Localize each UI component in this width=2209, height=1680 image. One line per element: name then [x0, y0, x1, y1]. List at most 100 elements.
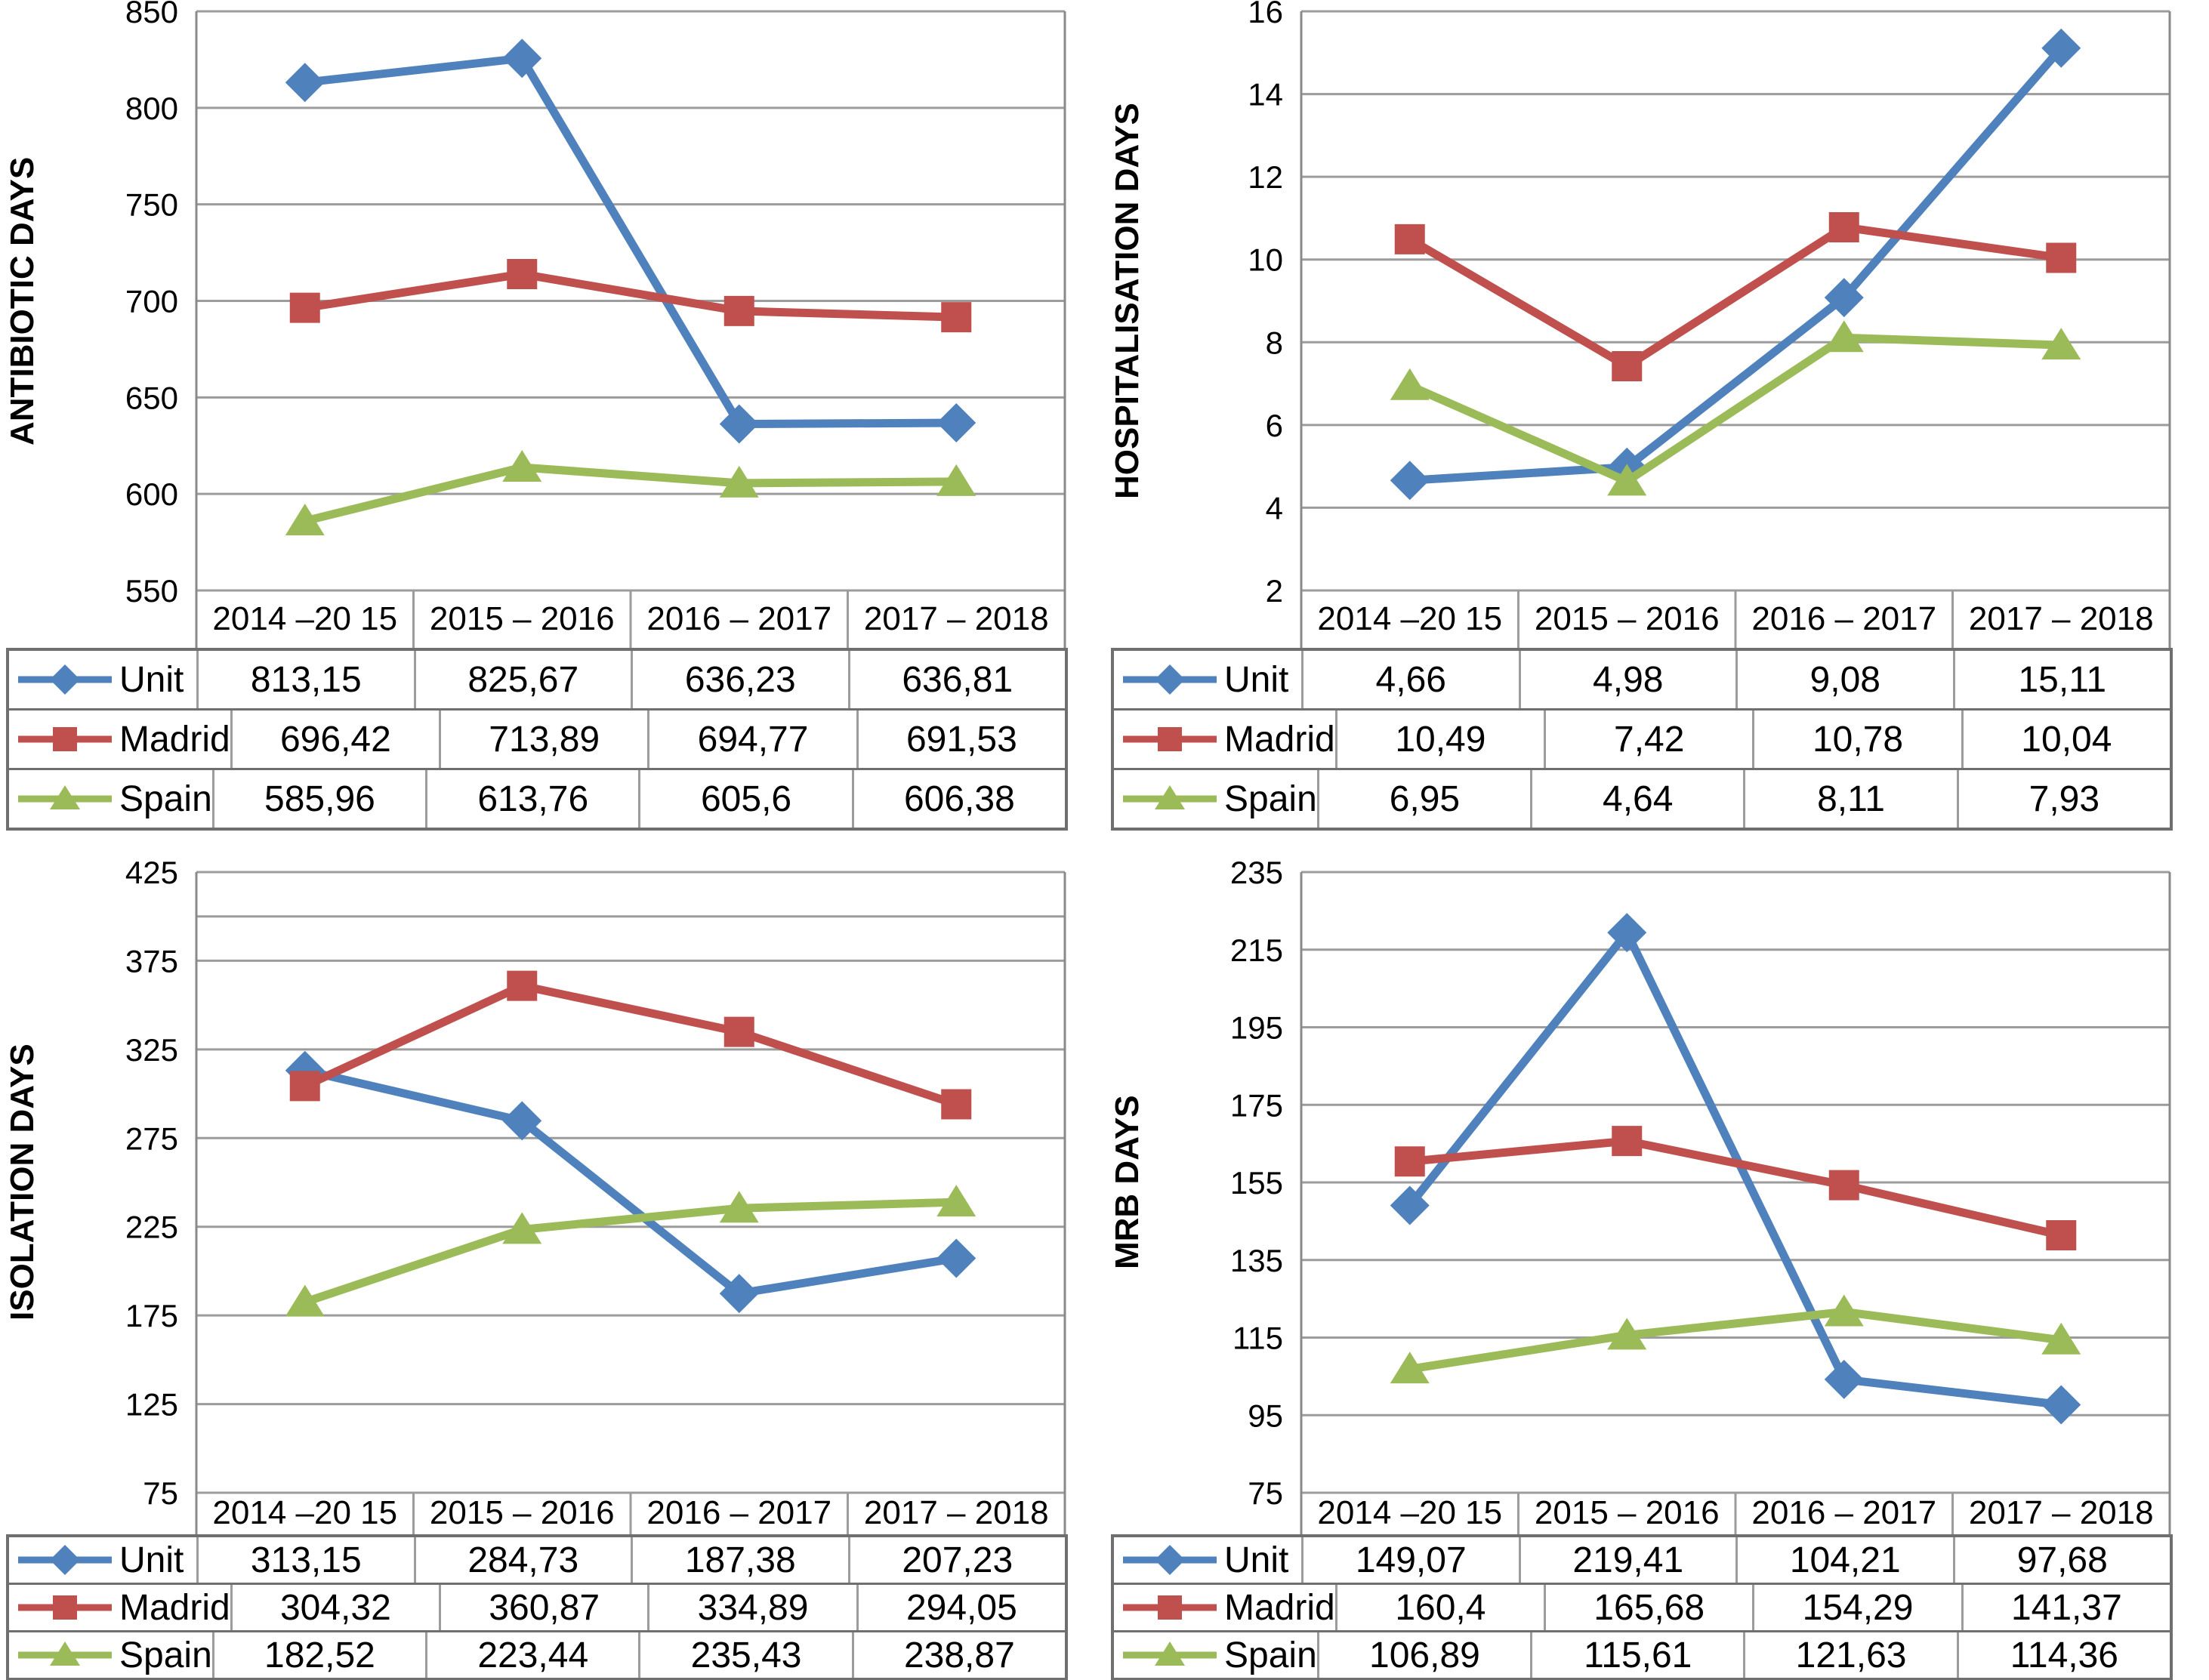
table-value-cell: 104,21: [1735, 1537, 1953, 1583]
table-value-cell: 149,07: [1301, 1537, 1519, 1583]
x-category-label: 2014 –20 15: [212, 600, 397, 637]
x-category-label: 2016 – 2017: [646, 600, 831, 637]
legend-marker-shape: [50, 1641, 80, 1666]
y-tick-label: 750: [125, 187, 178, 223]
legend-cell: Spain: [9, 770, 212, 828]
table-value-cell: 605,6: [638, 770, 851, 828]
marker-diamond-unit: [285, 63, 325, 103]
series-name-label: Spain: [119, 1635, 212, 1675]
table-value-cell: 15,11: [1952, 651, 2170, 708]
table-value-cell: 4,98: [1518, 651, 1736, 708]
table-value-cell: 238,87: [851, 1632, 1065, 1678]
legend-marker-shape: [1155, 664, 1185, 695]
x-category-label: 2014 –20 15: [212, 1494, 397, 1531]
y-tick-label: 375: [125, 943, 178, 979]
y-tick-label: 650: [125, 380, 178, 415]
data-table: Unit 4,66 4,98 9,08 15,11 Madrid 10,49 7,42 10,7…: [1111, 648, 2173, 831]
table-value-cell: 223,44: [425, 1632, 638, 1678]
y-tick-label: 14: [1248, 77, 1283, 113]
legend-marker-diamond: [1123, 1545, 1217, 1575]
x-category-label: 2015 – 2016: [1535, 600, 1720, 637]
marker-square-madrid: [1828, 1170, 1859, 1201]
marker-diamond-unit: [936, 403, 976, 443]
table-row-madrid: Madrid 160,4 165,68 154,29 141,37: [1114, 1583, 2170, 1630]
table-row-spain: Spain 585,96 613,76 605,6 606,38: [9, 768, 1065, 828]
marker-diamond-unit: [285, 1050, 325, 1090]
table-value-cell: 696,42: [230, 711, 439, 768]
y-tick-label: 125: [125, 1387, 178, 1423]
table-value-cell: 165,68: [1544, 1585, 1752, 1630]
table-value-cell: 182,52: [211, 1632, 425, 1678]
marker-square-madrid: [507, 258, 538, 289]
table-value-cell: 825,67: [413, 651, 631, 708]
marker-triangle-spain: [1607, 1318, 1647, 1350]
marker-diamond-unit: [1824, 278, 1864, 318]
marker-triangle-spain: [502, 1212, 542, 1244]
marker-square-madrid: [1394, 223, 1425, 254]
x-category-label: 2017 – 2018: [1969, 1494, 2154, 1531]
legend-cell: Unit: [9, 1537, 196, 1583]
legend-cell: Madrid: [9, 1585, 230, 1630]
marker-diamond-unit: [502, 39, 542, 79]
series-line-madrid: [303, 981, 958, 1108]
series-line-spain: [304, 1198, 957, 1306]
y-tick-label: 8: [1266, 325, 1283, 360]
marker-square-madrid: [941, 1089, 972, 1120]
marker-diamond-unit: [2041, 1385, 2081, 1425]
legend-marker-square: [1123, 1595, 1217, 1620]
y-tick-label: 95: [1248, 1398, 1283, 1433]
table-value-cell: 691,53: [856, 711, 1065, 768]
marker-diamond-unit: [502, 1101, 542, 1141]
y-tick-label: 75: [143, 1475, 178, 1511]
table-value-cell: 235,43: [638, 1632, 851, 1678]
series-name-label: Unit: [1224, 1540, 1289, 1580]
legend-cell: Madrid: [1114, 711, 1335, 768]
marker-diamond-unit: [719, 404, 759, 444]
y-tick-label: 425: [125, 855, 178, 890]
table-value-cell: 9,08: [1735, 651, 1953, 708]
table-value-cell: 160,4: [1334, 1585, 1544, 1630]
table-value-cell: 294,05: [856, 1585, 1065, 1630]
series-line-spain: [304, 463, 957, 526]
table-row-unit: Unit 149,07 219,41 104,21 97,68: [1114, 1537, 2170, 1583]
marker-triangle-spain: [1390, 1352, 1430, 1384]
table-row-madrid: Madrid 304,32 360,87 334,89 294,05: [9, 1583, 1065, 1630]
legend-cell: Spain: [9, 1632, 212, 1678]
legend-marker-shape: [50, 664, 80, 695]
table-value-cell: 121,63: [1743, 1632, 1956, 1678]
table-value-cell: 284,73: [413, 1537, 631, 1583]
legend-cell: Spain: [1114, 1632, 1317, 1678]
x-category-label: 2016 – 2017: [1751, 1494, 1936, 1531]
y-tick-label: 225: [125, 1210, 178, 1245]
table-value-cell: 613,76: [425, 770, 638, 828]
table-value-cell: 4,64: [1530, 770, 1743, 828]
y-tick-label: 155: [1230, 1165, 1283, 1201]
table-value-cell: 114,36: [1956, 1632, 2170, 1678]
legend-marker-triangle: [18, 785, 112, 809]
y-tick-label: 75: [1248, 1475, 1283, 1511]
legend-marker-triangle: [1123, 785, 1217, 809]
marker-triangle-spain: [502, 449, 542, 482]
chart-block-mrb-days: MRB DAYS 235 215 195 175 155 135 115 95 75 2014 –…: [1105, 842, 2209, 1680]
table-value-cell: 154,29: [1752, 1585, 1961, 1630]
y-tick-label: 135: [1230, 1243, 1283, 1278]
y-tick-label: 2: [1266, 573, 1283, 609]
series-name-label: Unit: [119, 1540, 184, 1580]
marker-triangle-spain: [2041, 328, 2081, 360]
marker-triangle-spain: [1824, 1294, 1864, 1327]
chart-block-hospitalisation-days: HOSPITALISATION DAYS 16 14 12 10 8 6 4 2 2014 –2…: [1105, 0, 2209, 840]
y-tick-label: 175: [1230, 1087, 1283, 1123]
x-category-label: 2017 – 2018: [864, 1494, 1049, 1531]
x-category-label: 2016 – 2017: [1751, 600, 1936, 637]
legend-marker-square: [18, 1595, 112, 1620]
legend-marker-shape: [50, 785, 80, 809]
series-name-label: Unit: [1224, 659, 1289, 700]
y-tick-label: 800: [125, 91, 178, 126]
marker-diamond-unit: [2041, 28, 2081, 68]
table-value-cell: 219,41: [1518, 1537, 1736, 1583]
marker-diamond-unit: [1824, 1359, 1864, 1399]
y-tick-label: 16: [1248, 0, 1283, 29]
table-value-cell: 7,93: [1956, 770, 2170, 828]
marker-triangle-spain: [2041, 1322, 2081, 1355]
table-value-cell: 97,68: [1952, 1537, 2170, 1583]
